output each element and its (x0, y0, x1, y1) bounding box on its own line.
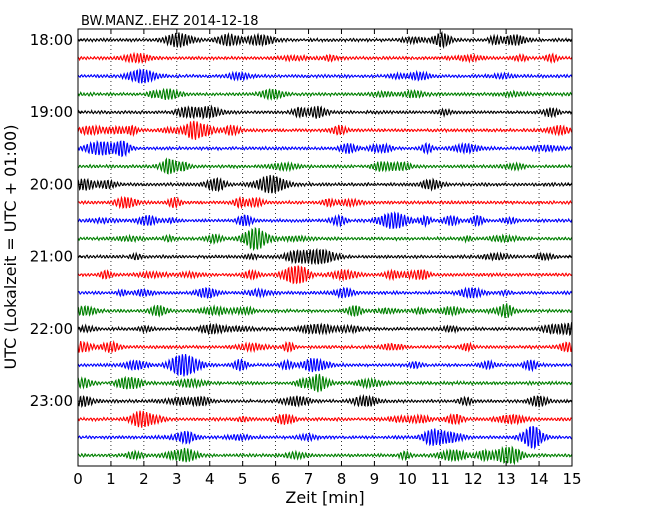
seismic-trace (77, 195, 573, 210)
seismic-trace (77, 286, 573, 300)
seismic-trace (77, 87, 573, 101)
seismic-trace (77, 354, 573, 377)
seismic-trace (77, 265, 573, 285)
seismic-trace (77, 174, 573, 194)
seismic-trace (77, 425, 573, 450)
seismic-traces (77, 30, 573, 466)
x-tick-label: 2 (139, 470, 149, 488)
x-tick-label: 1 (106, 470, 116, 488)
x-tick-label: 8 (337, 470, 347, 488)
plot-area (78, 29, 572, 466)
chart-title: BW.MANZ..EHZ 2014-12-18 (81, 14, 259, 29)
seismic-trace (77, 303, 573, 319)
plot-border (77, 28, 573, 467)
x-tick-label: 3 (172, 470, 182, 488)
y-tick-label: 18:00 (30, 31, 73, 49)
y-tick-label: 23:00 (30, 392, 73, 410)
seismic-trace (77, 226, 573, 252)
grid-lines (110, 29, 540, 466)
x-tick-label: 9 (370, 470, 380, 488)
x-tick-label: 15 (562, 470, 581, 488)
x-tick-label: 6 (271, 470, 281, 488)
seismic-trace (77, 340, 573, 354)
x-axis-label: Zeit [min] (285, 488, 364, 507)
x-tick-label: 14 (530, 470, 549, 488)
x-tick-label: 4 (205, 470, 215, 488)
x-tick-label: 0 (73, 470, 83, 488)
seismic-trace (77, 322, 573, 337)
axis-ticks: 0 1 2 3 4 5 6 7 8 9 10 11 12 13 14 1518:0019:0020:0021:… (30, 29, 582, 488)
seismic-trace (77, 68, 573, 84)
seismic-trace (77, 30, 573, 50)
x-tick-label: 5 (238, 470, 248, 488)
seismic-trace (77, 120, 573, 140)
seismic-trace (77, 445, 573, 466)
y-tick-label: 20:00 (30, 175, 73, 193)
x-tick-label: 7 (304, 470, 314, 488)
x-tick-label: 11 (431, 470, 450, 488)
seismic-trace (77, 410, 573, 428)
seismic-trace (77, 393, 573, 408)
seismic-trace (77, 139, 573, 158)
y-tick-label: 19:00 (30, 103, 73, 121)
y-axis-label: UTC (Lokalzeit = UTC + 01:00) (1, 125, 20, 370)
seismic-trace (77, 373, 573, 393)
x-tick-label: 12 (464, 470, 483, 488)
seismic-trace (77, 104, 573, 120)
seismic-trace (77, 51, 573, 65)
x-tick-label: 13 (497, 470, 516, 488)
x-tick-label: 10 (398, 470, 417, 488)
y-tick-label: 22:00 (30, 320, 73, 338)
y-tick-label: 21:00 (30, 248, 73, 266)
seismic-trace (77, 210, 573, 229)
seismic-trace (77, 157, 573, 175)
seismic-trace (77, 247, 573, 266)
